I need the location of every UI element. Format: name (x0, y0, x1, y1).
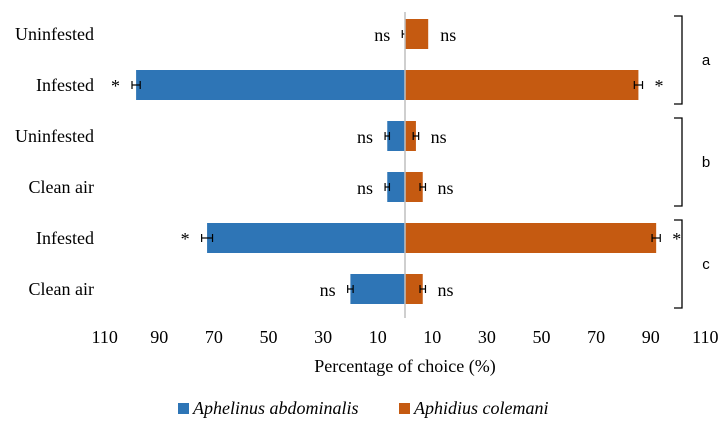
significance-label: ns (320, 280, 336, 300)
category-label: Uninfested (15, 24, 94, 44)
significance-label: ns (374, 25, 390, 45)
legend-label: Aphelinus abdominalis (192, 398, 359, 418)
bar (387, 172, 405, 202)
bar (405, 70, 639, 100)
bar (136, 70, 405, 100)
significance-label: ns (357, 178, 373, 198)
x-tick-label: 30 (314, 327, 332, 347)
significance-label: * (111, 76, 120, 96)
significance-label: * (181, 229, 190, 249)
x-tick-label: 10 (369, 327, 387, 347)
significance-label: ns (437, 178, 453, 198)
significance-label: ns (440, 25, 456, 45)
x-tick-label: 90 (150, 327, 168, 347)
significance-label: * (672, 229, 681, 249)
group-bracket (674, 15, 683, 105)
bar (405, 121, 416, 151)
group-label: a (702, 52, 711, 69)
group-bracket (674, 117, 683, 207)
bar (405, 223, 657, 253)
x-tick-label: 10 (423, 327, 441, 347)
x-tick-label: 110 (692, 327, 718, 347)
legend-label: Aphidius colemani (413, 398, 548, 418)
category-label: Infested (36, 228, 94, 248)
category-label: Clean air (29, 177, 94, 197)
bar (405, 274, 423, 304)
significance-label: ns (357, 127, 373, 147)
bar (207, 223, 405, 253)
significance-label: ns (437, 280, 453, 300)
bar (387, 121, 405, 151)
category-label: Infested (36, 75, 94, 95)
x-tick-label: 110 (92, 327, 118, 347)
x-tick-label: 50 (533, 327, 551, 347)
significance-label: * (655, 76, 664, 96)
x-tick-label: 70 (205, 327, 223, 347)
category-label: Clean air (29, 279, 94, 299)
category-label: Uninfested (15, 126, 94, 146)
x-tick-label: 70 (587, 327, 605, 347)
group-label: b (702, 154, 710, 171)
x-tick-label: 30 (478, 327, 496, 347)
x-tick-label: 50 (260, 327, 278, 347)
legend-swatch (178, 403, 189, 414)
x-axis-title: Percentage of choice (%) (314, 356, 495, 377)
bar (405, 172, 423, 202)
bar (350, 274, 405, 304)
bar (405, 19, 429, 49)
x-tick-label: 90 (642, 327, 660, 347)
significance-label: ns (431, 127, 447, 147)
group-label: c (702, 256, 710, 273)
group-bracket (674, 219, 683, 309)
legend-swatch (399, 403, 410, 414)
